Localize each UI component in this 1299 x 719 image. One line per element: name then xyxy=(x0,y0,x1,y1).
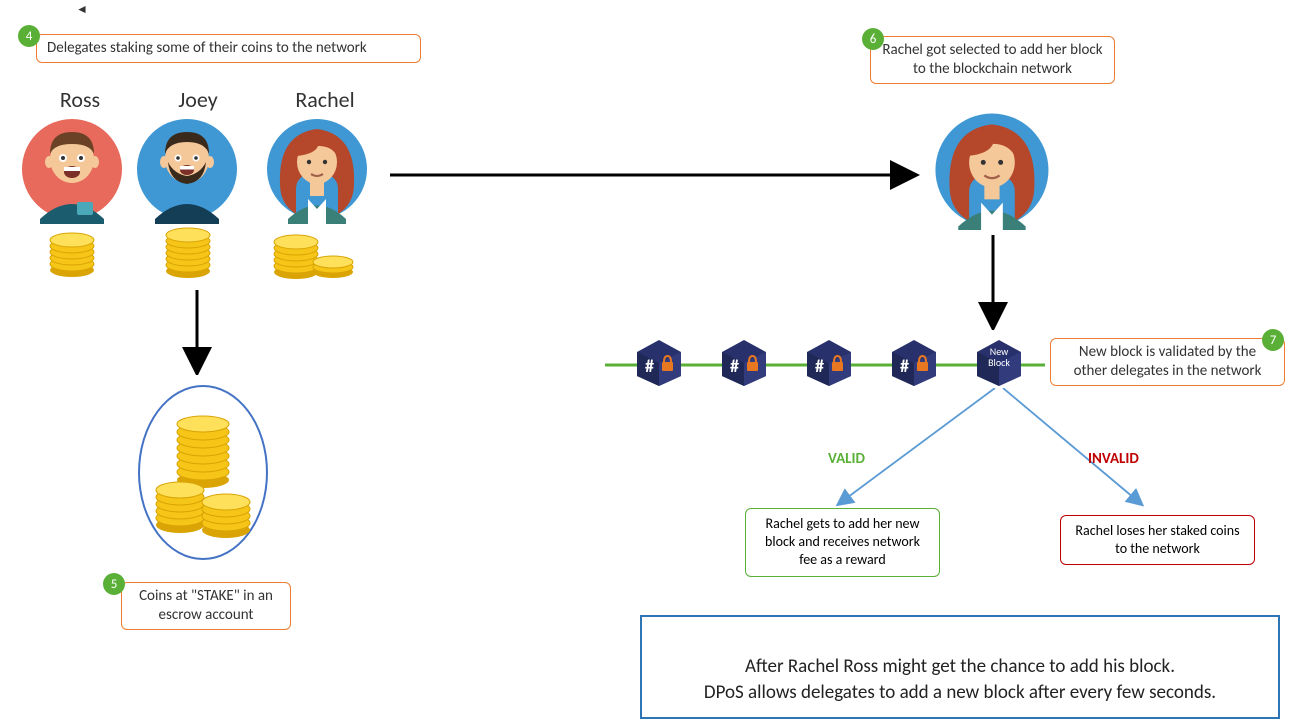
svg-text:#: # xyxy=(815,355,824,377)
invalid-outcome-text: Rachel loses her staked coins to the net… xyxy=(1075,522,1239,557)
svg-text:#: # xyxy=(730,355,739,377)
step6-text: Rachel got selected to add her block to … xyxy=(882,41,1102,78)
invalid-label: INVALID xyxy=(1088,450,1139,468)
avatar-joey xyxy=(135,114,239,224)
coins-joey xyxy=(158,225,218,280)
block-3: # xyxy=(800,333,858,388)
coins-rachel xyxy=(268,228,358,280)
step7-text: New block is validated by the other dele… xyxy=(1074,343,1262,380)
valid-label: VALID xyxy=(828,450,865,468)
new-block-label: New Block xyxy=(978,346,1020,368)
step4-badge: 4 xyxy=(18,25,40,47)
coins-ross xyxy=(42,228,102,278)
step7-badge: 7 xyxy=(1262,329,1284,351)
coins-escrow xyxy=(148,400,258,550)
step4-text: Delegates staking some of their coins to… xyxy=(47,39,367,57)
step7-callout: New block is validated by the other dele… xyxy=(1050,338,1285,386)
svg-text:#: # xyxy=(645,355,654,377)
step4-callout: Delegates staking some of their coins to… xyxy=(36,34,421,63)
avatar-rachel-selected xyxy=(930,110,1055,230)
valid-outcome-text: Rachel gets to add her new block and rec… xyxy=(765,515,920,568)
step5-badge: 5 xyxy=(103,573,125,595)
nav-arrow-left: ◄ xyxy=(76,2,88,17)
name-joey: Joey xyxy=(158,86,238,113)
step5-text: Coins at "STAKE" in an escrow account xyxy=(139,587,273,624)
avatar-ross xyxy=(20,114,124,224)
step6-callout: Rachel got selected to add her block to … xyxy=(870,36,1115,84)
arrow-to-selected xyxy=(390,160,920,190)
name-ross: Ross xyxy=(40,86,120,113)
step6-badge: 6 xyxy=(862,28,884,50)
step5-callout: Coins at "STAKE" in an escrow account xyxy=(121,582,291,630)
block-2: # xyxy=(715,333,773,388)
footer-text: After Rachel Ross might get the chance t… xyxy=(704,655,1216,705)
valid-outcome-box: Rachel gets to add her new block and rec… xyxy=(745,508,940,577)
block-1: # xyxy=(630,333,688,388)
name-rachel: Rachel xyxy=(275,86,375,113)
avatar-rachel xyxy=(260,114,375,224)
block-4: # xyxy=(885,333,943,388)
arrow-to-escrow xyxy=(182,290,212,375)
svg-text:#: # xyxy=(900,355,909,377)
invalid-outcome-box: Rachel loses her staked coins to the net… xyxy=(1060,515,1255,565)
arrow-to-chain xyxy=(978,235,1008,330)
footer-box: After Rachel Ross might get the chance t… xyxy=(640,615,1280,719)
